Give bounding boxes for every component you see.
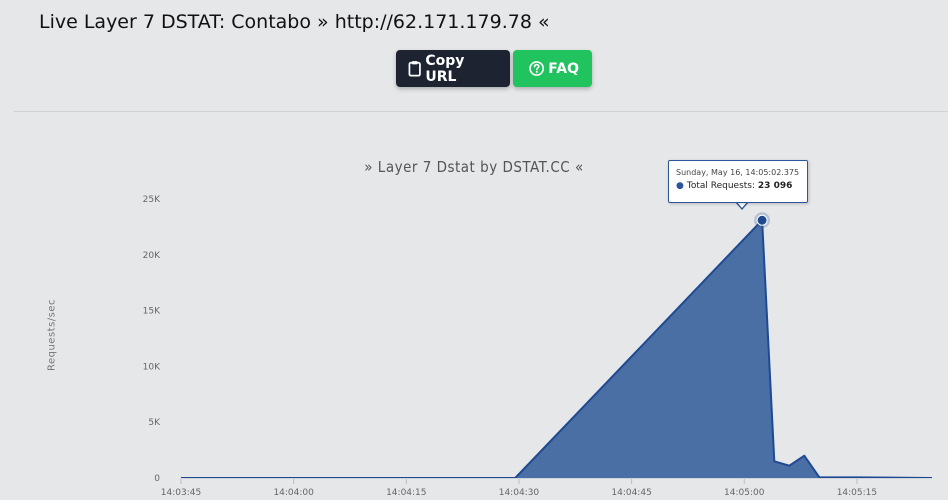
faq-label: FAQ — [548, 60, 579, 77]
x-tick-label: 14:04:15 — [386, 488, 426, 498]
x-tick-label: 14:03:45 — [161, 488, 201, 498]
y-tick-label: 20K — [143, 251, 161, 261]
y-ticks: 0 5K 10K 15K 20K 25K — [143, 195, 161, 484]
tooltip-value: 23 096 — [757, 181, 793, 191]
x-tick-label: 14:04:30 — [499, 488, 540, 498]
tooltip-value-row: ● Total Requests: 23 096 — [676, 181, 793, 191]
copy-url-label: Copy URL — [425, 52, 465, 85]
y-tick-label: 5K — [148, 418, 161, 428]
y-tick-label: 15K — [143, 307, 161, 317]
faq-button[interactable]: FAQ — [513, 50, 592, 87]
tooltip: Sunday, May 16, 14:05:02.375 ● Total Requ… — [668, 160, 808, 203]
tooltip-label: Total Requests — [686, 181, 752, 191]
x-ticks: 14:03:45 14:04:00 14:04:15 14:04:30 14:04:45… — [161, 478, 877, 498]
tooltip-arrow-inner — [736, 201, 748, 208]
x-tick-label: 14:04:45 — [611, 488, 651, 498]
question-circle-icon — [529, 61, 545, 76]
x-tick-label: 14:05:00 — [724, 488, 765, 498]
page-title: Live Layer 7 DSTAT: Contabo » http://62.… — [39, 11, 550, 33]
hover-point[interactable] — [756, 214, 768, 226]
x-tick-label: 14:04:00 — [273, 488, 314, 498]
y-tick-label: 0 — [154, 474, 160, 484]
clipboard-icon — [408, 61, 421, 77]
copy-url-button[interactable]: Copy URL — [396, 50, 510, 87]
divider — [14, 111, 948, 112]
tooltip-date: Sunday, May 16, 14:05:02.375 — [676, 168, 800, 177]
y-tick-label: 10K — [143, 362, 161, 372]
series-area — [181, 220, 932, 478]
chart-title: » Layer 7 Dstat by DSTAT.CC « — [364, 158, 584, 176]
tooltip-dot-icon: ● — [676, 181, 684, 191]
y-tick-label: 25K — [143, 195, 161, 205]
button-row: Copy URL FAQ — [396, 50, 592, 87]
x-tick-label: 14:05:15 — [837, 488, 877, 498]
